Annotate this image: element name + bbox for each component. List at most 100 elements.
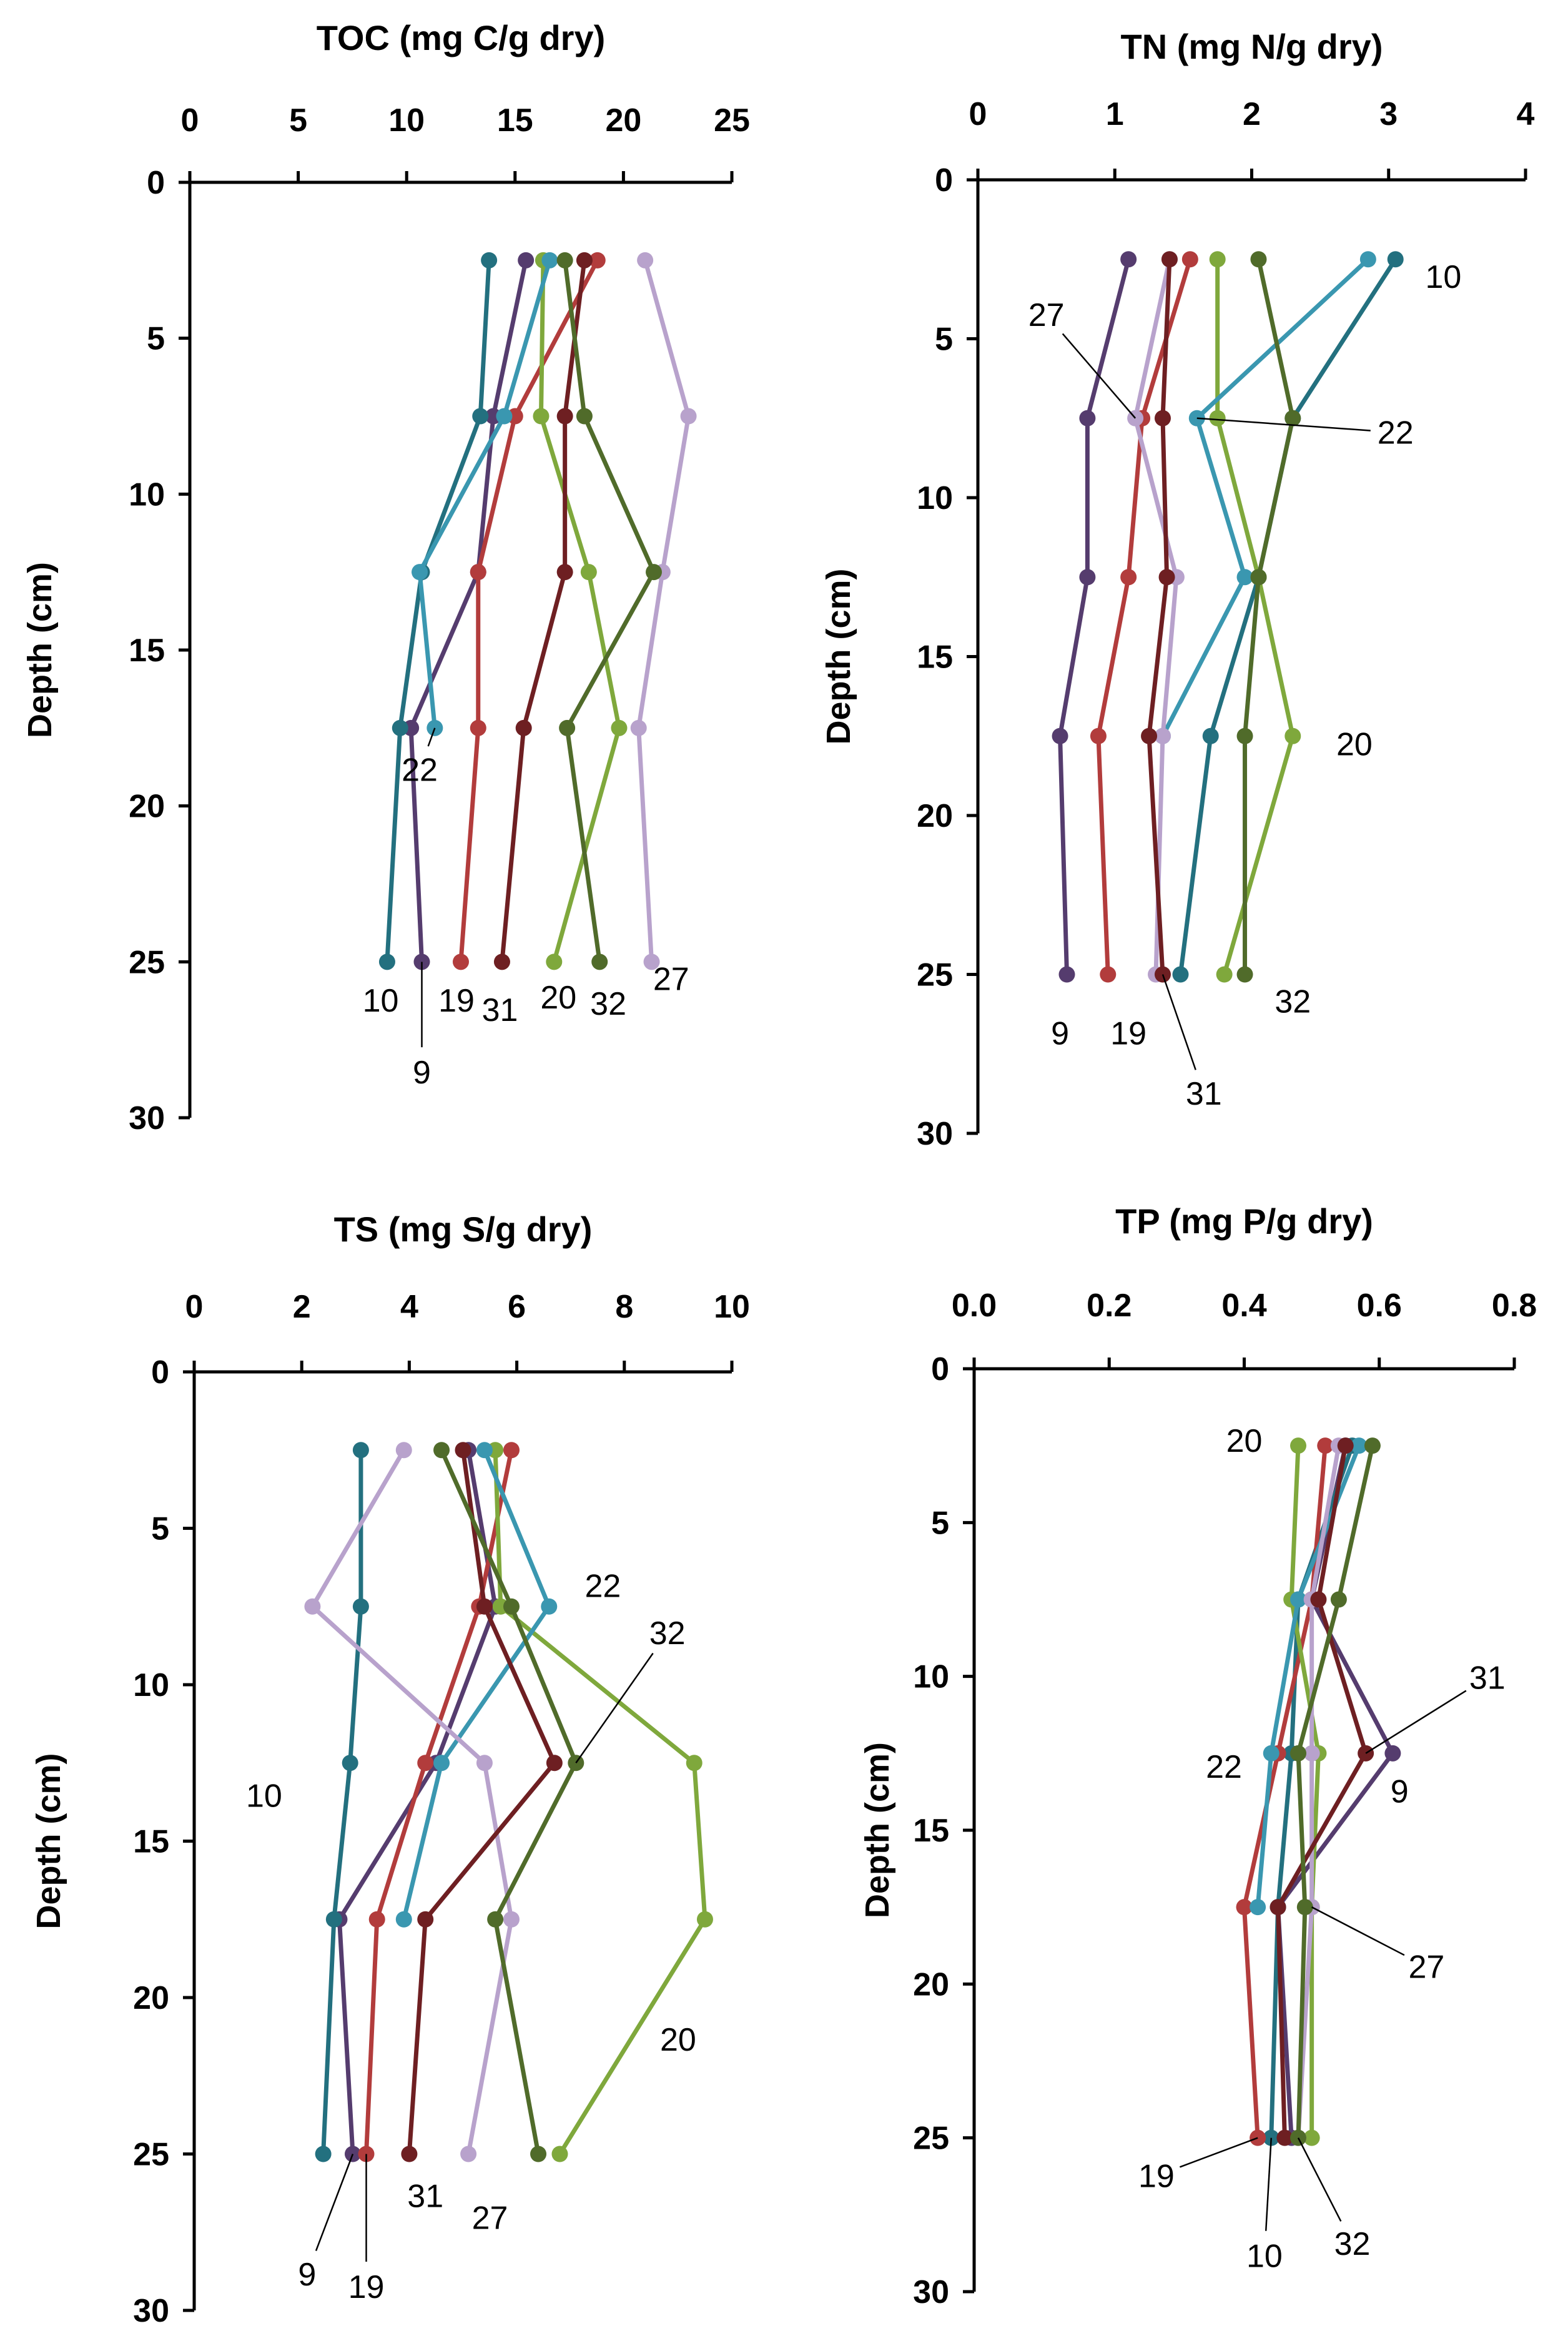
series-22	[1250, 1437, 1368, 1916]
data-point	[1351, 1437, 1368, 1454]
x-tick-label: 10	[388, 102, 425, 139]
data-point	[476, 1442, 493, 1459]
y-tick-label: 5	[935, 322, 953, 358]
series-annotation: 27	[653, 961, 689, 997]
series-10	[315, 1442, 369, 2162]
data-point	[1154, 727, 1171, 744]
x-tick-label: 2	[1243, 96, 1261, 132]
series-annotation: 20	[660, 2022, 696, 2058]
chart-panel-4: TP (mg P/g dry) 0.0 0.2 0.4 0.6 0.8 0 5 10 15 20 25…	[859, 1201, 1537, 2310]
data-point	[1216, 966, 1233, 983]
y-axis-label: Depth (cm)	[21, 562, 59, 738]
x-tick-label: 6	[508, 1289, 526, 1325]
annotation-leader-line	[315, 2154, 354, 2251]
data-point	[401, 2146, 418, 2162]
series-annotation: 20	[540, 980, 576, 1016]
data-point	[646, 564, 663, 581]
data-point	[392, 719, 408, 736]
x-tick-label: 0.2	[1087, 1288, 1132, 1324]
series-32	[1236, 251, 1301, 983]
data-point	[1303, 1745, 1320, 1762]
data-point	[412, 564, 428, 581]
series-32	[1290, 1437, 1381, 2146]
data-point	[1141, 727, 1158, 744]
y-tick-label: 0	[147, 165, 165, 201]
data-point	[1310, 1591, 1327, 1608]
y-axis-label: Depth (cm)	[30, 1753, 67, 1929]
y-tick-label: 30	[913, 2274, 949, 2310]
y-tick-label: 0	[151, 1354, 169, 1391]
data-point	[576, 252, 593, 269]
data-point	[1161, 251, 1178, 268]
annotation-leader-line	[1297, 2137, 1342, 2222]
data-point	[1330, 1591, 1347, 1608]
data-point	[433, 1442, 450, 1459]
data-point	[315, 2146, 332, 2162]
annotation-leader-line	[1365, 1690, 1467, 1754]
y-tick-label: 0	[935, 162, 953, 199]
y-tick-label: 10	[133, 1667, 169, 1703]
data-point	[1158, 569, 1175, 586]
data-point	[1181, 251, 1198, 268]
data-point	[1284, 727, 1301, 744]
annotation-leader-line	[1161, 974, 1196, 1070]
data-point	[417, 1755, 434, 1772]
data-point	[556, 252, 573, 269]
series-19	[1090, 251, 1198, 983]
series-line	[636, 259, 691, 962]
annotation-leader-line	[1311, 1906, 1405, 1956]
data-point	[1090, 727, 1107, 744]
data-point	[368, 1911, 385, 1928]
data-point	[696, 1911, 713, 1928]
annotation-leader-line	[575, 1652, 654, 1763]
data-point	[1172, 966, 1189, 983]
data-point	[395, 1911, 412, 1928]
panel-title: TP (mg P/g dry)	[1115, 1201, 1373, 1241]
data-point	[546, 1755, 563, 1772]
series-annotation: 10	[1426, 259, 1462, 295]
data-point	[1303, 2129, 1320, 2146]
y-tick-label: 15	[129, 633, 165, 669]
y-tick-label: 5	[151, 1511, 169, 1547]
series-22	[412, 252, 558, 736]
data-point	[503, 1911, 520, 1928]
y-tick-label: 5	[147, 321, 165, 357]
series-annotation: 32	[1275, 984, 1311, 1020]
data-point	[1337, 1437, 1354, 1454]
y-tick-label: 30	[129, 1100, 165, 1136]
x-tick-label: 0.8	[1492, 1288, 1537, 1324]
data-point	[551, 2146, 568, 2162]
data-point	[476, 1598, 493, 1615]
x-tick-label: 0	[181, 102, 199, 139]
data-point	[515, 719, 532, 736]
series-annotation: 19	[438, 983, 475, 1019]
series-annotation: 9	[298, 2257, 316, 2293]
y-tick-label: 25	[913, 2121, 949, 2157]
series-annotation: 19	[348, 2269, 385, 2305]
series-annotation: 31	[1186, 1076, 1222, 1112]
data-point	[686, 1755, 703, 1772]
x-tick-label: 1	[1106, 96, 1124, 132]
series-annotation: 9	[1391, 1774, 1409, 1810]
data-point	[433, 1755, 450, 1772]
x-tick-label: 0.4	[1221, 1288, 1266, 1324]
data-point	[1058, 966, 1075, 983]
data-point	[1387, 251, 1404, 268]
x-tick-label: 20	[605, 102, 641, 139]
data-point	[1236, 1899, 1253, 1916]
series-annotation: 22	[584, 1569, 621, 1605]
data-point	[342, 1755, 358, 1772]
x-tick-label: 4	[400, 1289, 418, 1325]
panel-title: TOC (mg C/g dry)	[317, 18, 606, 57]
series-32	[433, 1442, 584, 2162]
x-tick-label: 8	[615, 1289, 633, 1325]
series-line	[1160, 257, 1370, 737]
chart-panel-2: TN (mg N/g dry) 0 1 2 3 4 0 5 10 15 20 25 30 Depth (c…	[820, 27, 1535, 1152]
data-point	[1079, 410, 1096, 426]
y-tick-label: 20	[917, 798, 953, 834]
y-tick-label: 30	[133, 2293, 169, 2329]
y-tick-label: 25	[129, 944, 165, 980]
panel-title: TN (mg N/g dry)	[1121, 27, 1383, 66]
data-point	[455, 1442, 471, 1459]
data-point	[541, 1598, 558, 1615]
